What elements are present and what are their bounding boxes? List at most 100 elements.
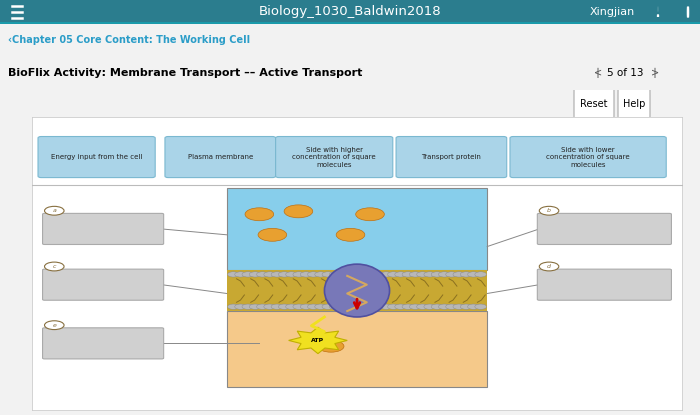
- Circle shape: [279, 304, 290, 309]
- Circle shape: [461, 304, 472, 309]
- Text: Xingjian: Xingjian: [590, 7, 636, 17]
- FancyBboxPatch shape: [43, 269, 164, 300]
- Circle shape: [424, 272, 435, 277]
- Circle shape: [438, 272, 450, 277]
- Circle shape: [300, 304, 312, 309]
- Circle shape: [431, 272, 443, 277]
- Circle shape: [358, 272, 370, 277]
- Polygon shape: [288, 327, 347, 354]
- Text: Side with higher
concentration of square
molecules: Side with higher concentration of square…: [293, 146, 376, 168]
- Circle shape: [468, 272, 480, 277]
- Circle shape: [271, 304, 283, 309]
- Circle shape: [284, 205, 313, 218]
- Circle shape: [453, 272, 465, 277]
- Text: >: >: [651, 68, 659, 78]
- Circle shape: [402, 304, 414, 309]
- Circle shape: [337, 272, 349, 277]
- Circle shape: [438, 304, 450, 309]
- Ellipse shape: [325, 264, 390, 317]
- Text: <: <: [594, 68, 602, 78]
- Circle shape: [307, 304, 319, 309]
- Circle shape: [416, 304, 428, 309]
- Circle shape: [431, 304, 443, 309]
- Text: Plasma membrane: Plasma membrane: [188, 154, 253, 160]
- Circle shape: [461, 272, 472, 277]
- Circle shape: [242, 304, 253, 309]
- Text: e: e: [52, 323, 56, 328]
- Circle shape: [293, 304, 304, 309]
- Circle shape: [257, 304, 268, 309]
- Circle shape: [234, 272, 246, 277]
- Circle shape: [242, 272, 253, 277]
- Circle shape: [228, 304, 239, 309]
- Circle shape: [453, 304, 465, 309]
- Circle shape: [410, 272, 421, 277]
- Text: c: c: [52, 264, 56, 269]
- Circle shape: [300, 272, 312, 277]
- Circle shape: [45, 321, 64, 330]
- Circle shape: [365, 304, 377, 309]
- Circle shape: [264, 272, 276, 277]
- Bar: [227, 311, 487, 387]
- Circle shape: [475, 272, 486, 277]
- Circle shape: [416, 272, 428, 277]
- Circle shape: [271, 272, 283, 277]
- Circle shape: [279, 272, 290, 277]
- Circle shape: [446, 272, 457, 277]
- FancyBboxPatch shape: [574, 68, 614, 140]
- Circle shape: [388, 304, 399, 309]
- Circle shape: [286, 304, 298, 309]
- Circle shape: [373, 272, 385, 277]
- Circle shape: [45, 262, 64, 271]
- Circle shape: [424, 304, 435, 309]
- Bar: [0, 22, 700, 24]
- Circle shape: [264, 304, 276, 309]
- Text: Biology_1030_Baldwin2018: Biology_1030_Baldwin2018: [259, 5, 441, 18]
- FancyBboxPatch shape: [396, 137, 507, 178]
- FancyBboxPatch shape: [43, 213, 164, 244]
- FancyBboxPatch shape: [510, 137, 666, 178]
- Circle shape: [539, 206, 559, 215]
- Circle shape: [318, 340, 344, 352]
- Circle shape: [388, 272, 399, 277]
- Circle shape: [257, 272, 268, 277]
- Circle shape: [249, 304, 261, 309]
- Circle shape: [286, 272, 298, 277]
- Circle shape: [307, 272, 319, 277]
- Circle shape: [475, 304, 486, 309]
- Circle shape: [258, 228, 287, 241]
- Circle shape: [356, 208, 384, 221]
- Circle shape: [344, 304, 356, 309]
- Circle shape: [329, 272, 341, 277]
- Circle shape: [329, 304, 341, 309]
- FancyBboxPatch shape: [538, 213, 671, 244]
- Bar: [227, 270, 487, 311]
- Text: Transport protein: Transport protein: [421, 154, 482, 160]
- Circle shape: [45, 206, 64, 215]
- FancyBboxPatch shape: [38, 137, 155, 178]
- FancyBboxPatch shape: [165, 137, 276, 178]
- Text: d: d: [547, 264, 551, 269]
- FancyBboxPatch shape: [538, 269, 671, 300]
- Circle shape: [380, 304, 392, 309]
- Text: Side with lower
concentration of square
molecules: Side with lower concentration of square …: [546, 146, 630, 168]
- Circle shape: [539, 262, 559, 271]
- Circle shape: [395, 272, 407, 277]
- Text: BioFlix Activity: Membrane Transport –– Active Transport: BioFlix Activity: Membrane Transport –– …: [8, 68, 363, 78]
- Circle shape: [373, 304, 385, 309]
- Circle shape: [468, 304, 480, 309]
- FancyBboxPatch shape: [43, 328, 164, 359]
- Text: 5 of 13: 5 of 13: [607, 68, 643, 78]
- Text: Reset: Reset: [580, 99, 608, 109]
- Circle shape: [245, 208, 274, 221]
- Circle shape: [322, 272, 334, 277]
- Circle shape: [336, 228, 365, 241]
- FancyBboxPatch shape: [276, 137, 393, 178]
- Text: ‹Chapter 05 Core Content: The Working Cell: ‹Chapter 05 Core Content: The Working Ce…: [8, 34, 250, 45]
- Circle shape: [249, 272, 261, 277]
- Bar: [227, 188, 487, 270]
- Circle shape: [395, 304, 407, 309]
- Circle shape: [322, 304, 334, 309]
- FancyBboxPatch shape: [618, 68, 650, 140]
- Circle shape: [351, 304, 363, 309]
